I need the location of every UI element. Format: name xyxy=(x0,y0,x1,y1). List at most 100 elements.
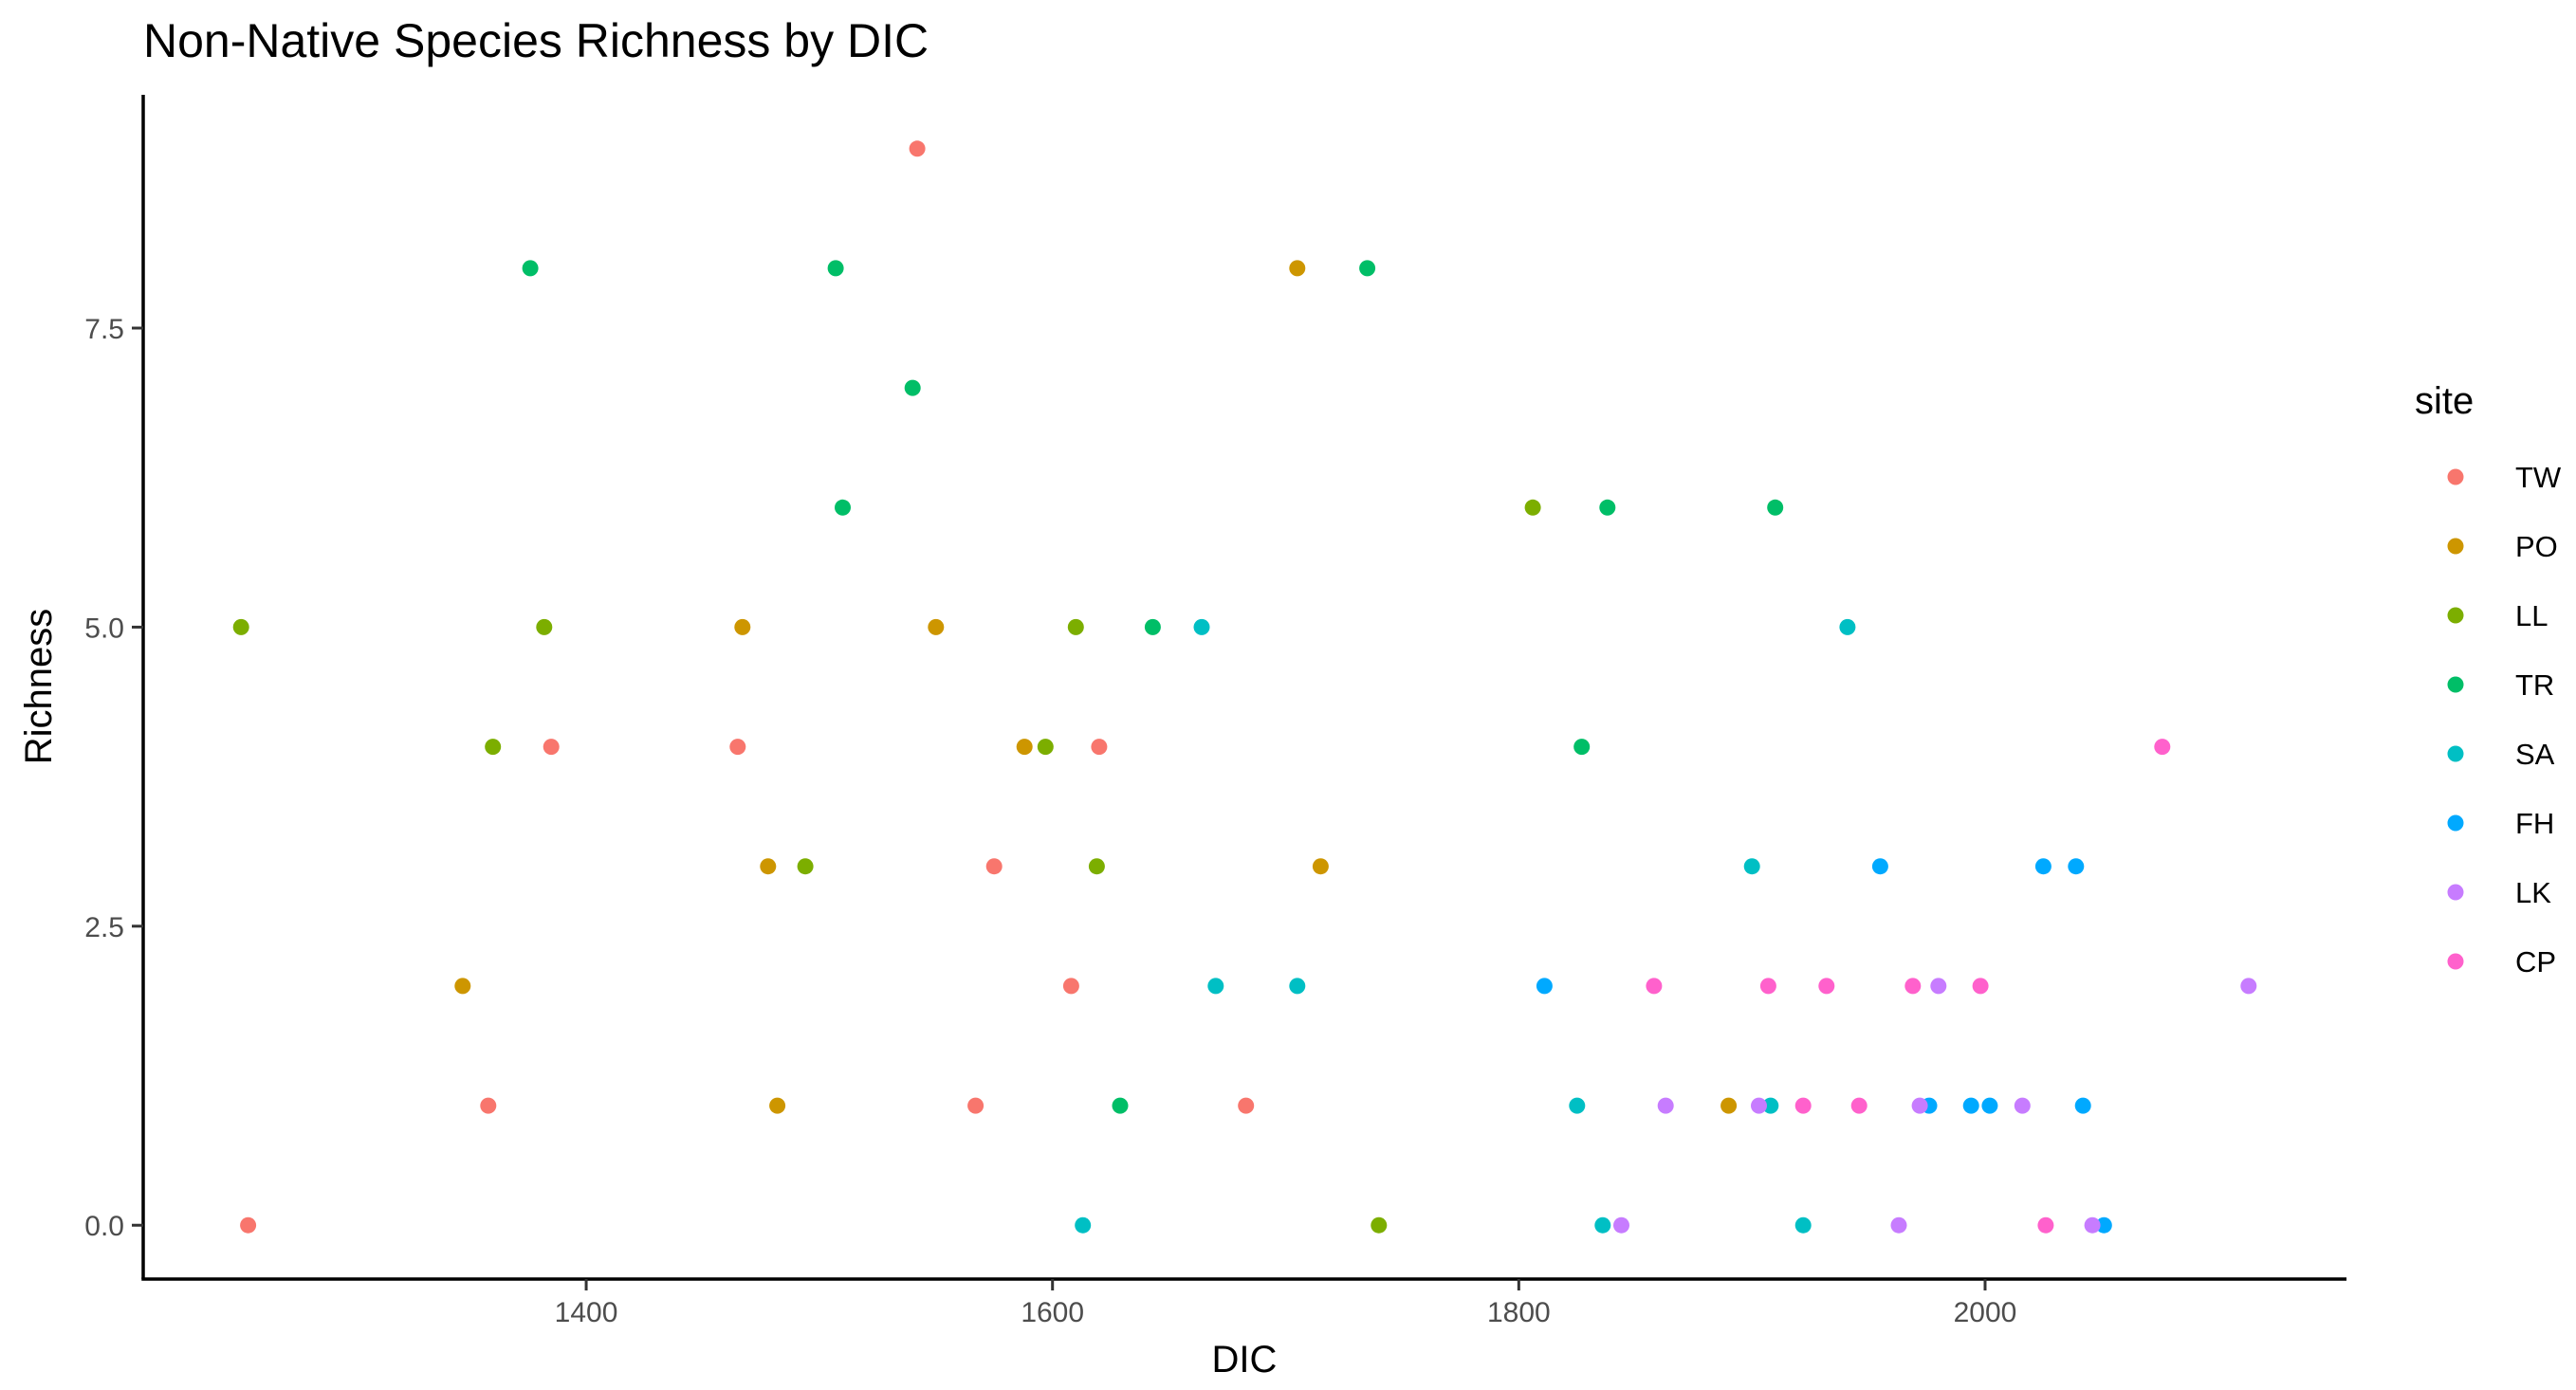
legend-key-po xyxy=(2447,538,2464,555)
legend-label-tw: TW xyxy=(2515,461,2562,494)
legend-key-fh xyxy=(2447,814,2464,832)
point-tw-4 xyxy=(909,140,926,157)
point-po-6 xyxy=(1289,260,1306,277)
legend-label-tr: TR xyxy=(2515,668,2554,702)
legend-items: TW PO LL TR SA FH LK CP xyxy=(2447,461,2562,978)
point-ll-0 xyxy=(232,618,249,635)
point-cp-8 xyxy=(2154,739,2171,756)
point-ll-8 xyxy=(1524,499,1541,516)
point-ll-3 xyxy=(797,858,814,875)
point-tw-8 xyxy=(1091,739,1108,756)
point-cp-0 xyxy=(1646,978,1663,995)
point-lk-5 xyxy=(1930,978,1947,995)
point-tw-5 xyxy=(967,1097,984,1114)
x-axis-ticks: 1400 1600 1800 2000 xyxy=(555,1279,2017,1328)
point-ll-1 xyxy=(485,739,502,756)
legend-key-cp xyxy=(2447,953,2464,970)
point-po-1 xyxy=(734,618,751,635)
point-tr-3 xyxy=(904,379,921,396)
point-fh-7 xyxy=(2074,1097,2091,1114)
point-cp-7 xyxy=(2037,1216,2054,1234)
point-ll-4 xyxy=(1037,739,1054,756)
y-axis-ticks: 0.0 2.5 5.0 7.5 xyxy=(84,314,143,1242)
point-sa-3 xyxy=(1289,978,1306,995)
point-tr-5 xyxy=(1144,618,1161,635)
point-sa-2 xyxy=(1207,978,1224,995)
point-cp-2 xyxy=(1794,1097,1812,1114)
point-cp-4 xyxy=(1850,1097,1868,1114)
point-fh-1 xyxy=(1871,858,1888,875)
legend-label-cp: CP xyxy=(2515,945,2556,978)
legend-label-sa: SA xyxy=(2515,738,2555,771)
x-tick-label-2: 1800 xyxy=(1487,1297,1551,1328)
point-tw-6 xyxy=(985,858,1003,875)
point-lk-2 xyxy=(1751,1097,1767,1114)
point-lk-7 xyxy=(2084,1216,2101,1234)
point-po-5 xyxy=(1016,739,1033,756)
point-tr-4 xyxy=(1112,1097,1129,1114)
y-tick-label-1: 2.5 xyxy=(84,912,124,943)
legend-label-fh: FH xyxy=(2515,807,2554,840)
point-ll-6 xyxy=(1088,858,1105,875)
point-ll-2 xyxy=(536,618,553,635)
y-axis-title: Richness xyxy=(18,609,60,765)
point-lk-8 xyxy=(2240,978,2257,995)
point-sa-8 xyxy=(1794,1216,1812,1234)
point-sa-4 xyxy=(1569,1097,1586,1114)
x-tick-label-1: 1600 xyxy=(1021,1297,1084,1328)
legend-key-ll xyxy=(2447,607,2464,624)
point-tr-6 xyxy=(1359,260,1376,277)
point-cp-3 xyxy=(1818,978,1835,995)
point-tr-9 xyxy=(1767,499,1784,516)
point-fh-0 xyxy=(1536,978,1553,995)
legend-label-ll: LL xyxy=(2515,599,2548,632)
point-sa-6 xyxy=(1743,858,1760,875)
point-tw-1 xyxy=(480,1097,497,1114)
y-tick-label-3: 7.5 xyxy=(84,314,124,345)
point-po-3 xyxy=(769,1097,786,1114)
point-tw-9 xyxy=(1238,1097,1255,1114)
point-ll-7 xyxy=(1371,1216,1388,1234)
chart-title: Non-Native Species Richness by DIC xyxy=(143,14,929,67)
point-po-4 xyxy=(928,618,945,635)
legend-key-lk xyxy=(2447,884,2464,901)
point-sa-7 xyxy=(1762,1097,1779,1114)
legend-label-po: PO xyxy=(2515,530,2558,563)
point-po-8 xyxy=(1720,1097,1738,1114)
plot-area xyxy=(232,140,2257,1234)
legend-title: site xyxy=(2415,380,2474,422)
point-sa-9 xyxy=(1839,618,1856,635)
legend: site TW PO LL TR SA FH LK CP xyxy=(2415,380,2562,978)
point-fh-4 xyxy=(1981,1097,1998,1114)
y-tick-label-0: 0.0 xyxy=(84,1211,124,1242)
point-lk-1 xyxy=(1657,1097,1674,1114)
legend-key-tr xyxy=(2447,676,2464,693)
point-tr-0 xyxy=(522,260,539,277)
point-po-7 xyxy=(1312,858,1329,875)
point-cp-6 xyxy=(1972,978,1989,995)
point-tr-7 xyxy=(1573,739,1591,756)
point-tr-8 xyxy=(1599,499,1616,516)
point-tw-0 xyxy=(240,1216,257,1234)
point-sa-5 xyxy=(1594,1216,1611,1234)
point-tw-3 xyxy=(729,739,746,756)
point-sa-1 xyxy=(1193,618,1210,635)
point-fh-3 xyxy=(1962,1097,1979,1114)
legend-key-tw xyxy=(2447,468,2464,485)
point-po-0 xyxy=(454,978,471,995)
point-lk-3 xyxy=(1890,1216,1907,1234)
point-lk-4 xyxy=(1911,1097,1928,1114)
x-tick-label-3: 2000 xyxy=(1954,1297,2017,1328)
point-cp-5 xyxy=(1904,978,1922,995)
point-fh-5 xyxy=(2034,858,2052,875)
point-tr-1 xyxy=(827,260,844,277)
legend-label-lk: LK xyxy=(2515,876,2551,909)
y-tick-label-2: 5.0 xyxy=(84,613,124,644)
x-axis-title: DIC xyxy=(1212,1339,1278,1381)
point-tr-2 xyxy=(835,499,851,516)
point-fh-6 xyxy=(2068,858,2085,875)
legend-key-sa xyxy=(2447,745,2464,762)
point-tw-2 xyxy=(543,739,560,756)
x-tick-label-0: 1400 xyxy=(555,1297,618,1328)
